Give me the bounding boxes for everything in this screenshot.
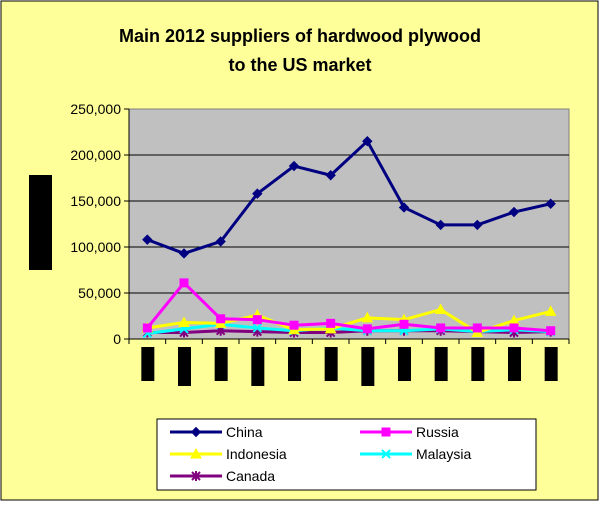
data-point-china bbox=[142, 234, 153, 245]
data-point-indonesia bbox=[434, 303, 447, 315]
y-tick-label: 250,000 bbox=[70, 101, 121, 117]
data-point-china bbox=[178, 248, 190, 259]
legend-entry-russia: Russia bbox=[360, 424, 459, 440]
data-point-russia bbox=[436, 323, 446, 333]
legend-marker-malaysia bbox=[381, 449, 391, 459]
redacted-x-tick-label bbox=[288, 347, 301, 381]
series-russia bbox=[142, 278, 556, 336]
chart-title-line-1: Main 2012 suppliers of hardwood plywood bbox=[119, 26, 481, 46]
legend-label-russia: Russia bbox=[416, 424, 459, 440]
y-tick-label: 150,000 bbox=[70, 193, 121, 209]
redacted-x-tick-label bbox=[324, 347, 338, 381]
series-china bbox=[142, 135, 556, 259]
data-point-russia bbox=[142, 323, 152, 333]
legend-label-malaysia: Malaysia bbox=[416, 446, 471, 462]
data-point-china bbox=[252, 188, 263, 199]
legend-marker-indonesia bbox=[190, 447, 202, 459]
y-tick-label: 100,000 bbox=[70, 239, 121, 255]
data-point-malaysia bbox=[252, 323, 263, 333]
y-tick-label: 200,000 bbox=[70, 147, 121, 163]
data-point-china bbox=[398, 202, 410, 213]
data-point-indonesia bbox=[361, 311, 374, 323]
data-point-russia bbox=[399, 319, 409, 329]
series-line-china bbox=[146, 139, 551, 255]
legend-label-indonesia: Indonesia bbox=[226, 446, 287, 462]
data-point-russia bbox=[289, 320, 299, 330]
data-point-china bbox=[472, 219, 483, 231]
data-point-china bbox=[362, 135, 373, 147]
data-point-china bbox=[215, 236, 226, 247]
legend-entry-indonesia: Indonesia bbox=[170, 446, 287, 462]
legend-entry-china: China bbox=[170, 424, 263, 440]
y-tick-label: 50,000 bbox=[78, 285, 121, 301]
y-axis: 0 50,000 100,000 150,000 200,000 250,000 bbox=[70, 101, 130, 347]
data-point-china bbox=[288, 160, 300, 172]
redacted-x-tick-label bbox=[398, 347, 411, 381]
y-tick-label: 0 bbox=[113, 331, 121, 347]
legend-marker-russia bbox=[381, 427, 391, 437]
redacted-y-axis-label bbox=[29, 175, 52, 270]
data-point-indonesia bbox=[544, 305, 557, 316]
legend-marker-china bbox=[190, 426, 202, 438]
redacted-x-tick-label bbox=[508, 347, 521, 381]
legend-label-canada: Canada bbox=[226, 468, 275, 484]
data-point-russia bbox=[472, 323, 482, 333]
redacted-x-tick-label bbox=[434, 347, 448, 381]
data-point-russia bbox=[509, 323, 519, 333]
data-point-indonesia bbox=[178, 316, 190, 327]
data-point-china bbox=[545, 198, 556, 209]
series-line-russia bbox=[146, 281, 551, 333]
data-point-indonesia bbox=[324, 322, 337, 334]
data-point-russia bbox=[252, 315, 262, 325]
plot-area bbox=[128, 108, 570, 340]
redacted-x-tick-label bbox=[471, 347, 485, 381]
data-point-china bbox=[508, 206, 520, 218]
legend: China Russia Indonesia Malaysia Canada bbox=[156, 418, 537, 491]
legend-marker-canada bbox=[191, 471, 201, 481]
data-point-russia bbox=[546, 326, 556, 336]
redacted-x-tick-label bbox=[214, 347, 228, 381]
data-point-china bbox=[435, 219, 446, 231]
series-line-indonesia bbox=[147, 308, 552, 335]
data-point-russia bbox=[362, 324, 372, 334]
redacted-x-tick-label bbox=[141, 347, 155, 381]
legend-label-china: China bbox=[226, 424, 263, 440]
redacted-x-tick-label bbox=[361, 347, 375, 386]
data-point-russia bbox=[326, 318, 336, 328]
x-axis bbox=[128, 338, 570, 386]
redacted-x-tick-label bbox=[544, 347, 558, 381]
data-point-russia bbox=[216, 314, 226, 324]
redacted-x-tick-label bbox=[178, 347, 191, 386]
legend-entry-malaysia: Malaysia bbox=[360, 446, 471, 462]
chart-title-line-2: to the US market bbox=[228, 55, 371, 75]
data-point-china bbox=[325, 170, 336, 181]
data-point-russia bbox=[179, 278, 189, 288]
legend-entry-canada: Canada bbox=[170, 468, 275, 484]
series-lines bbox=[141, 135, 557, 339]
redacted-x-tick-label bbox=[251, 347, 265, 386]
